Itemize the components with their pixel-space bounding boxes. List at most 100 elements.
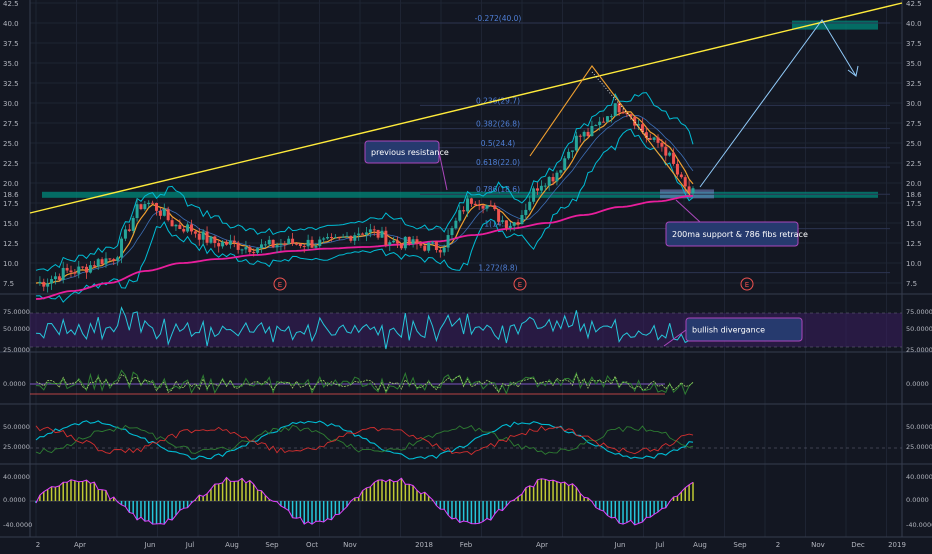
candle-body: [201, 231, 205, 240]
candle-body: [504, 220, 508, 228]
candle-body: [306, 239, 310, 247]
candle-body: [423, 245, 427, 251]
candle-body: [73, 272, 77, 274]
fib-label: 1.272(8.8): [478, 264, 517, 273]
candle-body: [267, 239, 271, 245]
fib-label: 0.382(26.8): [476, 120, 520, 129]
candle-body: [497, 209, 501, 222]
candle-body: [403, 236, 407, 249]
price-tick-right: 20.0: [906, 180, 922, 188]
candle-body: [131, 218, 135, 231]
candle-body: [407, 236, 411, 245]
price-tick-right: 37.5: [906, 40, 922, 48]
candle-body: [46, 283, 50, 287]
candle-body: [96, 259, 100, 267]
time-tick: Sep: [733, 541, 747, 549]
candle-body: [279, 243, 283, 246]
candle-body: [291, 238, 295, 244]
candle-body: [633, 116, 637, 126]
candle-body: [438, 250, 442, 253]
candle-body: [454, 220, 458, 229]
candle-body: [50, 279, 54, 284]
candle-body: [326, 237, 330, 239]
candle-body: [147, 202, 151, 205]
rsi-tick-right: 50.0000: [906, 325, 932, 333]
candle-body: [155, 202, 159, 211]
time-tick: Jul: [655, 541, 665, 549]
price-tick-right: 30.0: [906, 100, 922, 108]
macd-tick-left: 0.0000: [3, 496, 26, 504]
candle-body: [675, 163, 679, 175]
rsi-tick-left: 75.0000: [3, 308, 30, 316]
price-tick-left: 18.6: [3, 191, 19, 199]
candle-body: [450, 228, 454, 236]
resistance-callout-pointer: [438, 151, 448, 191]
dmi-tick-left: 50.0000: [3, 423, 30, 431]
projection-arrow: [699, 19, 857, 188]
candle-body: [197, 233, 201, 240]
candle-body: [116, 257, 120, 261]
macd-tick-left: -40.0000: [3, 521, 32, 529]
time-tick: Dec: [851, 541, 865, 549]
candle-body: [609, 116, 613, 118]
candle-body: [69, 270, 73, 273]
time-tick: Jun: [614, 541, 626, 549]
candle-body: [613, 103, 617, 117]
candle-body: [431, 241, 435, 243]
time-tick: Nov: [343, 541, 357, 549]
candle-body: [65, 267, 69, 271]
candle-body: [135, 204, 139, 219]
candle-body: [415, 239, 419, 244]
time-tick: 2019: [888, 541, 906, 549]
candle-body: [123, 229, 127, 239]
candle-body: [42, 281, 46, 287]
macd-tick-right: -40.0000: [906, 521, 932, 529]
earnings-marker: [740, 277, 754, 291]
candle-body: [396, 240, 400, 244]
macd-tick-right: 0.0000: [906, 496, 929, 504]
candle-body: [477, 204, 481, 206]
candle-body: [376, 229, 380, 238]
osc-tick-right: 0.0000: [906, 380, 929, 388]
candle-body: [186, 224, 190, 232]
price-tick-left: 17.5: [3, 200, 19, 208]
time-tick: Nov: [811, 541, 825, 549]
time-tick: Jun: [144, 541, 156, 549]
rsi-tick-left: 50.0000: [3, 325, 30, 333]
price-tick-right: 40.0: [906, 20, 922, 28]
candle-body: [512, 222, 516, 226]
candle-body: [256, 248, 260, 253]
bollinger-lower: [35, 128, 694, 303]
time-tick: Apr: [74, 541, 86, 549]
price-tick-right: 12.5: [906, 240, 922, 248]
candle-body: [489, 205, 493, 207]
candle-body: [668, 152, 672, 156]
resistance-callout-box: [364, 140, 440, 164]
candle-body: [92, 265, 96, 267]
fib-label: 0.786(18.6): [476, 185, 520, 194]
candle-body: [213, 236, 217, 243]
time-tick: Aug: [693, 541, 707, 549]
candle-body: [314, 245, 318, 248]
projection-arrowhead: [847, 65, 859, 77]
rsi-tick-left: 25.0000: [3, 346, 30, 354]
candle-body: [399, 243, 403, 249]
price-tick-left: 10.0: [3, 260, 19, 268]
support-callout-box: [665, 221, 799, 247]
candle-body: [88, 265, 92, 273]
candle-body: [559, 170, 563, 173]
price-tick-left: 15.0: [3, 220, 19, 228]
divergence-callout-box: [685, 317, 803, 342]
fib-label: 1(14.3): [484, 220, 511, 229]
price-tick-right: 32.5: [906, 80, 922, 88]
candle-body: [516, 222, 520, 225]
candle-body: [271, 239, 275, 248]
candle-body: [364, 232, 368, 235]
candle-body: [392, 240, 396, 243]
candle-body: [485, 205, 489, 209]
candle-body: [617, 103, 621, 113]
support-band: [42, 191, 878, 198]
candle-body: [551, 177, 555, 182]
